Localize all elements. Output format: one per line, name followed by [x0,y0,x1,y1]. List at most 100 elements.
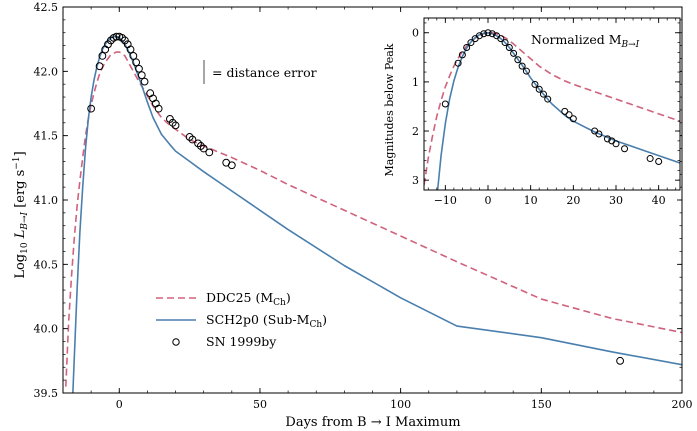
y-axis-label-exp: −1 [12,156,22,169]
y-axis-label-close: ] [13,151,28,156]
inset-sn-1999by-point [621,145,629,153]
inset-sn-1999by-point [501,39,509,47]
inset-sn-1999by-point [595,130,603,138]
inset-sn-1999by-point [454,59,462,67]
main-series [65,32,682,393]
inset-x-tick-label: 10 [524,194,538,207]
main-sn-1999by-point [106,36,115,45]
main-sn-1999by-point [112,32,121,41]
inset-sn-1999by-point [561,107,569,115]
main-sn-1999by-point [146,89,155,98]
main-sn-1999by-point [95,62,104,71]
inset-sn-1999by-point [539,90,547,98]
inset-sn-1999by-point [467,39,475,47]
inset-x-tick-label: −10 [434,194,457,207]
main-sn-1999by-point [87,104,96,113]
main-sn-1999by-point [118,33,126,42]
inset-y-tick-label: 1 [412,76,419,89]
legend-sn1999by-label: SN 1999by [206,334,277,349]
main-sn-1999by-point [199,144,208,153]
inset-y-axis-label: Magnitudes below Peak [383,43,396,176]
inset-x-tick-label: 0 [485,194,492,207]
inset-sn-1999by-point [463,43,471,51]
main-y-tick-label: 39.5 [34,387,59,400]
legend-sn1999by-marker [172,338,180,346]
inset-sn-1999by-point [531,80,539,88]
main-y-tick-label: 41.0 [34,194,59,207]
legend-ddc25-label: DDC25 (MCh) [206,290,291,308]
main-sn-1999by-point [227,161,236,170]
main-sn-1999by-point [185,133,194,141]
inset-sn-1999by-point [488,30,496,38]
inset-sn-1999by-point [480,30,488,38]
inset-y-tick-label: 3 [412,174,419,187]
main-sn-1999by-point [168,118,177,127]
main-sn-1999by-point [194,139,202,148]
y-axis-label-log-sub: 10 [20,242,30,254]
y-axis-label: Log10 LB→I [erg s−1] [12,151,30,278]
inset-sn-1999by-point [518,62,526,70]
main-y-tick-label: 42.5 [34,1,59,14]
main-sn-1999by-point [188,135,197,144]
main-ddc25-m-ch-line [65,51,682,387]
inset-sn-1999by-point [475,32,483,40]
inset-sn-1999by-point [535,85,543,93]
main-sn-1999by-point [137,71,146,80]
inset-sn-1999by-point [484,29,492,37]
main-sn-1999by-point [121,36,129,45]
main-y-tick-label: 42.0 [34,65,59,78]
inset-series [424,29,680,190]
inset-sn-1999by-point [655,157,663,165]
y-axis-label-units: [erg s [13,170,28,208]
inset-title: Normalized MB→I [531,32,640,50]
main-sn-1999by-point [151,99,160,108]
inset-ticks: −10 0 10 20 30 40 0 1 2 3 [412,18,680,207]
inset-plot: −10 0 10 20 30 40 0 1 2 3 [412,17,681,207]
x-axis-label: Days from B → I Maximum [285,415,460,430]
inset-x-tick-label: 30 [609,194,623,207]
inset-sn-1999by-point [544,95,552,103]
main-sn-1999by-point [149,94,157,103]
distance-error-annotation: = distance error [212,65,317,80]
inset-ddc25-m-ch-line [424,31,680,186]
main-sn-1999by-point [166,115,174,123]
main-sn-1999by-point [129,51,138,60]
main-x-tick-label: 100 [390,398,411,411]
inset-y-tick-label: 0 [412,27,419,40]
y-axis-label-l-sub: B→I [20,212,30,231]
main-sn-1999by-point [154,104,163,113]
inset-sn-1999by-point [441,100,449,108]
main-x-tick-label: 50 [253,398,267,411]
main-y-tick-label: 41.5 [34,130,59,143]
inset-sn-1999by-point [522,67,530,75]
main-y-tick-label: 40.5 [34,258,59,271]
inset-sch2p0-sub-m-ch-line [436,31,680,190]
main-sn-1999by-point [126,45,135,54]
inset-sn-1999by-point [569,115,577,123]
main-sn-1999by-point [171,121,180,130]
inset-sn-1999by-point [646,155,654,163]
main-x-tick-label: 200 [672,398,693,411]
inset-sn-1999by-point [612,140,620,148]
inset-frame [423,17,681,191]
main-sn-1999by-point [104,40,112,49]
main-sn-1999by-point [205,148,214,157]
main-x-tick-label: 0 [116,398,123,411]
inset-sn-1999by-point [497,35,505,43]
inset-y-tick-label: 2 [412,125,419,138]
main-sn-1999by-point [140,77,149,86]
inset-sn-1999by-point [603,135,611,143]
y-axis-label-log: Log [13,254,28,279]
main-x-tick-label: 150 [531,398,552,411]
inset-sn-1999by-point [565,111,573,119]
main-y-tick-label: 40.0 [34,323,59,336]
inset-sn-1999by-point [458,51,466,59]
y-axis-label-l: L [13,230,28,240]
inset-sn-1999by-point [514,56,522,64]
main-sn-1999by-point [132,58,141,67]
legend-sch2p0-label: SCH2p0 (Sub-MCh) [206,312,327,330]
main-sn-1999by-point [616,356,624,365]
